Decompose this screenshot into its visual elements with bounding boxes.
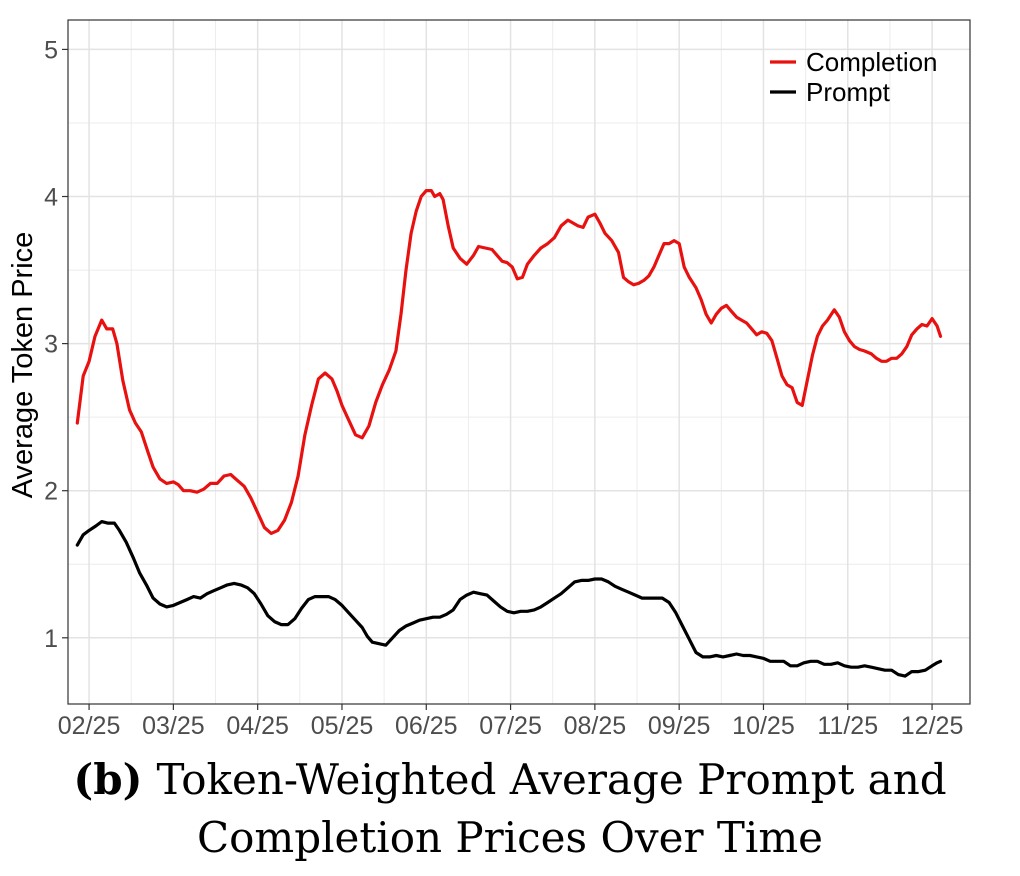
caption-text-line1: Token-Weighted Average Prompt and: [156, 755, 947, 804]
x-tick-label: 10/25: [732, 712, 795, 740]
x-tick-label: 03/25: [142, 712, 205, 740]
figure-caption-line1: (b) Token-Weighted Average Prompt and: [0, 750, 1020, 810]
plot-panel-border: [67, 19, 971, 705]
legend-label-completion: Completion: [806, 47, 938, 77]
x-tick-label: 02/25: [58, 712, 121, 740]
x-tick-label: 09/25: [648, 712, 711, 740]
y-axis: 1 2 3 4 5: [44, 36, 68, 653]
x-tick-label: 11/25: [817, 712, 878, 740]
x-tick-label: 07/25: [479, 712, 542, 740]
x-tick-label: 04/25: [226, 712, 289, 740]
caption-text-line2: Completion Prices Over Time: [196, 813, 824, 862]
y-tick-label: 3: [44, 331, 58, 359]
grid: [68, 20, 970, 704]
series-line-prompt: [75, 520, 943, 678]
chart: 1 2 3 4 5 02/25 03/25 04/25 05/25 06/25 07/25 08/2…: [7, 19, 971, 740]
x-tick-label: 08/25: [564, 712, 627, 740]
y-tick-label: 4: [44, 184, 58, 212]
x-axis: 02/25 03/25 04/25 05/25 06/25 07/25 08/25 09/25…: [58, 704, 964, 740]
x-tick-label: 06/25: [395, 712, 458, 740]
series-lines: [75, 189, 943, 678]
legend-label-prompt: Prompt: [806, 77, 891, 107]
y-tick-label: 2: [44, 478, 58, 506]
x-tick-label: 05/25: [311, 712, 374, 740]
y-tick-label: 1: [44, 625, 58, 653]
caption-prefix: (b): [73, 755, 143, 804]
x-tick-label: 12/25: [901, 712, 964, 740]
y-axis-title: Average Token Price: [7, 232, 39, 499]
series-line-completion: [75, 189, 943, 535]
y-tick-label: 5: [44, 36, 58, 64]
figure-caption-line2: Completion Prices Over Time: [0, 808, 1020, 868]
